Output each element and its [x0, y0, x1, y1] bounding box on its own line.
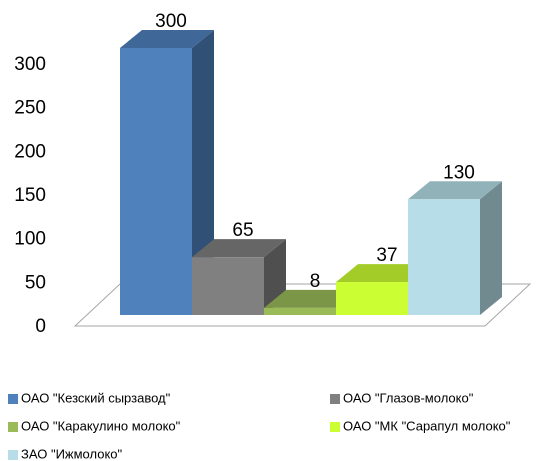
legend-label: ОАО "МК "Сарапул молоко": [343, 418, 511, 433]
legend-label: ОАО "Глазов-молоко": [343, 390, 474, 405]
bar-side: [480, 181, 502, 315]
bar: [336, 282, 408, 315]
bar-top: [192, 239, 286, 258]
legend-swatch: [330, 422, 340, 432]
legend-label: ЗАО "Ижмолоко": [21, 446, 123, 461]
bar: [120, 48, 192, 315]
data-label: 8: [310, 271, 321, 292]
legend-swatch: [8, 450, 18, 460]
bar: [264, 307, 336, 315]
y-tick-label: 150: [14, 185, 46, 206]
data-label: 130: [443, 162, 475, 183]
legend-label: ОАО "Каракулино молоко": [21, 418, 181, 433]
bar-top: [120, 30, 214, 48]
bar: [408, 199, 480, 315]
y-tick-label: 250: [14, 98, 46, 119]
y-tick-label: 50: [25, 272, 46, 293]
data-label: 37: [376, 245, 397, 266]
y-tick-label: 300: [14, 54, 46, 75]
legend-swatch: [330, 394, 340, 404]
legend-label: ОАО "Кезский сырзавод": [21, 390, 171, 405]
y-tick-label: 100: [14, 229, 46, 250]
y-tick-label: 0: [35, 316, 46, 337]
data-label: 300: [155, 11, 187, 32]
legend-swatch: [8, 394, 18, 404]
bar-top: [408, 181, 502, 200]
legend-swatch: [8, 422, 18, 432]
data-label: 65: [232, 220, 253, 241]
bar-top: [264, 289, 358, 308]
y-tick-label: 200: [14, 141, 46, 162]
bar-top: [336, 264, 430, 283]
bar: [192, 257, 264, 315]
